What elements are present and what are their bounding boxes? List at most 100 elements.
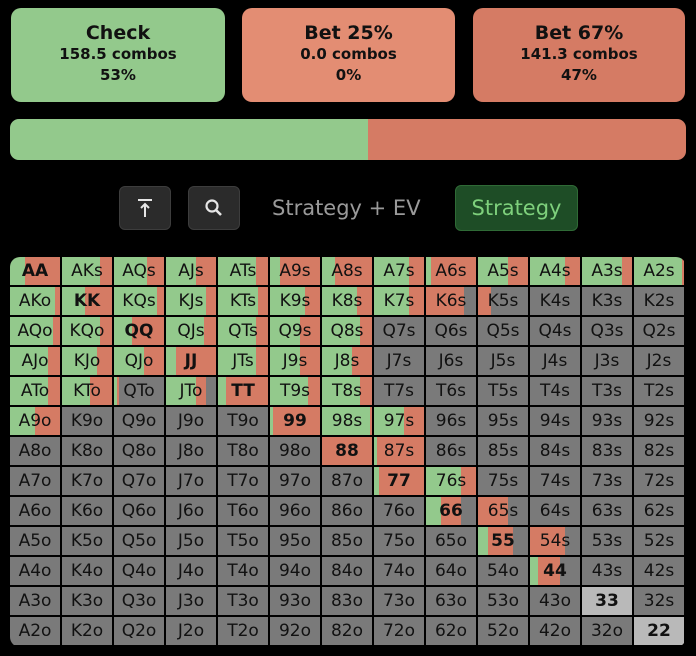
hand-cell-K7s[interactable]: K7s [374, 287, 426, 317]
hand-cell-64s[interactable]: 64s [530, 497, 582, 527]
hand-cell-AJo[interactable]: AJo [10, 347, 62, 377]
hand-cell-T5o[interactable]: T5o [218, 527, 270, 557]
hand-cell-73s[interactable]: 73s [582, 467, 634, 497]
hand-cell-AQs[interactable]: AQs [114, 257, 166, 287]
hand-cell-T7s[interactable]: T7s [374, 377, 426, 407]
hand-cell-J3o[interactable]: J3o [166, 587, 218, 617]
hand-cell-J4s[interactable]: J4s [530, 347, 582, 377]
hand-cell-92o[interactable]: 92o [270, 617, 322, 647]
hand-cell-44[interactable]: 44 [530, 557, 582, 587]
hand-cell-96s[interactable]: 96s [426, 407, 478, 437]
hand-cell-K4s[interactable]: K4s [530, 287, 582, 317]
hand-cell-A9o[interactable]: A9o [10, 407, 62, 437]
hand-cell-J3s[interactable]: J3s [582, 347, 634, 377]
hand-cell-A7o[interactable]: A7o [10, 467, 62, 497]
hand-cell-AJs[interactable]: AJs [166, 257, 218, 287]
hand-cell-95o[interactable]: 95o [270, 527, 322, 557]
hand-cell-T2s[interactable]: T2s [634, 377, 686, 407]
hand-cell-KJo[interactable]: KJo [62, 347, 114, 377]
hand-cell-T4s[interactable]: T4s [530, 377, 582, 407]
hand-cell-Q4s[interactable]: Q4s [530, 317, 582, 347]
hand-cell-KQs[interactable]: KQs [114, 287, 166, 317]
hand-cell-K7o[interactable]: K7o [62, 467, 114, 497]
hand-cell-A5s[interactable]: A5s [478, 257, 530, 287]
hand-cell-65o[interactable]: 65o [426, 527, 478, 557]
hand-cell-KQo[interactable]: KQo [62, 317, 114, 347]
hand-cell-74s[interactable]: 74s [530, 467, 582, 497]
hand-cell-KJs[interactable]: KJs [166, 287, 218, 317]
hand-cell-K3s[interactable]: K3s [582, 287, 634, 317]
hand-cell-43s[interactable]: 43s [582, 557, 634, 587]
hand-cell-92s[interactable]: 92s [634, 407, 686, 437]
hand-cell-A3o[interactable]: A3o [10, 587, 62, 617]
hand-cell-32s[interactable]: 32s [634, 587, 686, 617]
hand-cell-QJo[interactable]: QJo [114, 347, 166, 377]
hand-cell-JJ[interactable]: JJ [166, 347, 218, 377]
hand-cell-75s[interactable]: 75s [478, 467, 530, 497]
hand-cell-83o[interactable]: 83o [322, 587, 374, 617]
hand-cell-J9o[interactable]: J9o [166, 407, 218, 437]
hand-cell-K8o[interactable]: K8o [62, 437, 114, 467]
hand-cell-53s[interactable]: 53s [582, 527, 634, 557]
hand-cell-J7o[interactable]: J7o [166, 467, 218, 497]
hand-cell-Q5s[interactable]: Q5s [478, 317, 530, 347]
scroll-to-top-button[interactable] [119, 186, 171, 230]
hand-cell-J6o[interactable]: J6o [166, 497, 218, 527]
hand-cell-ATo[interactable]: ATo [10, 377, 62, 407]
hand-cell-ATs[interactable]: ATs [218, 257, 270, 287]
hand-cell-99[interactable]: 99 [270, 407, 322, 437]
hand-cell-73o[interactable]: 73o [374, 587, 426, 617]
hand-cell-62s[interactable]: 62s [634, 497, 686, 527]
hand-cell-82o[interactable]: 82o [322, 617, 374, 647]
hand-cell-33[interactable]: 33 [582, 587, 634, 617]
hand-cell-K3o[interactable]: K3o [62, 587, 114, 617]
hand-cell-54s[interactable]: 54s [530, 527, 582, 557]
hand-cell-QJs[interactable]: QJs [166, 317, 218, 347]
hand-cell-Q2o[interactable]: Q2o [114, 617, 166, 647]
hand-cell-K9o[interactable]: K9o [62, 407, 114, 437]
hand-cell-J2s[interactable]: J2s [634, 347, 686, 377]
hand-cell-J6s[interactable]: J6s [426, 347, 478, 377]
hand-cell-63o[interactable]: 63o [426, 587, 478, 617]
hand-cell-76o[interactable]: 76o [374, 497, 426, 527]
zoom-button[interactable] [188, 186, 240, 230]
hand-cell-K8s[interactable]: K8s [322, 287, 374, 317]
hand-cell-53o[interactable]: 53o [478, 587, 530, 617]
hand-cell-T7o[interactable]: T7o [218, 467, 270, 497]
hand-cell-J2o[interactable]: J2o [166, 617, 218, 647]
hand-cell-98s[interactable]: 98s [322, 407, 374, 437]
hand-cell-42o[interactable]: 42o [530, 617, 582, 647]
hand-cell-Q7o[interactable]: Q7o [114, 467, 166, 497]
hand-cell-T2o[interactable]: T2o [218, 617, 270, 647]
hand-cell-J8o[interactable]: J8o [166, 437, 218, 467]
hand-cell-52s[interactable]: 52s [634, 527, 686, 557]
hand-cell-QTo[interactable]: QTo [114, 377, 166, 407]
hand-cell-98o[interactable]: 98o [270, 437, 322, 467]
hand-cell-KTo[interactable]: KTo [62, 377, 114, 407]
strategy-ev-toggle[interactable]: Strategy + EV [272, 196, 421, 220]
hand-cell-A6s[interactable]: A6s [426, 257, 478, 287]
hand-cell-Q8s[interactable]: Q8s [322, 317, 374, 347]
hand-cell-87o[interactable]: 87o [322, 467, 374, 497]
hand-cell-86s[interactable]: 86s [426, 437, 478, 467]
hand-cell-T8o[interactable]: T8o [218, 437, 270, 467]
hand-cell-Q3o[interactable]: Q3o [114, 587, 166, 617]
hand-cell-J4o[interactable]: J4o [166, 557, 218, 587]
hand-cell-T8s[interactable]: T8s [322, 377, 374, 407]
hand-cell-J9s[interactable]: J9s [270, 347, 322, 377]
hand-cell-A8o[interactable]: A8o [10, 437, 62, 467]
hand-cell-K9s[interactable]: K9s [270, 287, 322, 317]
hand-cell-T6s[interactable]: T6s [426, 377, 478, 407]
hand-cell-T9s[interactable]: T9s [270, 377, 322, 407]
hand-cell-Q6o[interactable]: Q6o [114, 497, 166, 527]
hand-cell-TT[interactable]: TT [218, 377, 270, 407]
hand-cell-82s[interactable]: 82s [634, 437, 686, 467]
hand-cell-77[interactable]: 77 [374, 467, 426, 497]
hand-cell-K4o[interactable]: K4o [62, 557, 114, 587]
hand-cell-K2s[interactable]: K2s [634, 287, 686, 317]
hand-cell-64o[interactable]: 64o [426, 557, 478, 587]
hand-cell-86o[interactable]: 86o [322, 497, 374, 527]
hand-cell-A2o[interactable]: A2o [10, 617, 62, 647]
hand-cell-Q4o[interactable]: Q4o [114, 557, 166, 587]
hand-cell-T5s[interactable]: T5s [478, 377, 530, 407]
